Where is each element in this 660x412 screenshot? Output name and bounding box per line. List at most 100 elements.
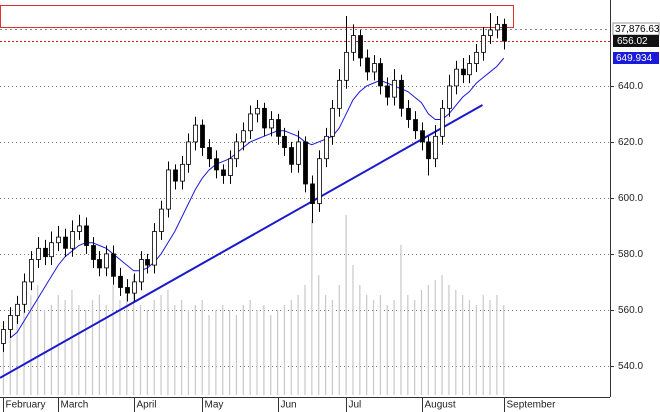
x-tick-label: March	[61, 400, 89, 411]
candle-body	[433, 135, 438, 160]
volume-bar	[414, 300, 416, 395]
candle-body	[70, 231, 75, 249]
candle-body	[77, 225, 82, 232]
volume-bar	[222, 305, 224, 395]
candle-body	[365, 57, 370, 73]
volume-bar	[359, 285, 361, 395]
candle-body	[467, 63, 472, 76]
x-tick-label: May	[205, 400, 224, 411]
volume-bar	[276, 310, 279, 395]
candle-body	[29, 259, 34, 283]
last-price-label: 656.02	[617, 36, 648, 47]
volume-bar	[331, 300, 334, 395]
last-price-box	[613, 35, 659, 47]
candle-body	[481, 35, 486, 53]
candle-body	[15, 303, 20, 316]
candle-body	[84, 225, 89, 246]
volume-bar	[160, 295, 162, 395]
volume-bar	[105, 305, 107, 395]
candle-body	[56, 236, 61, 244]
highlight-box	[0, 5, 514, 28]
volume-bar	[235, 315, 238, 395]
volume-bar	[30, 295, 32, 395]
candle-body	[228, 158, 233, 176]
candle-body	[145, 259, 150, 266]
volume-bar	[393, 300, 395, 395]
ma-box	[613, 52, 659, 64]
volume-bar	[379, 295, 381, 395]
candle-body	[276, 119, 281, 137]
candle-body	[392, 79, 397, 98]
candle-body	[63, 236, 68, 249]
candle-body	[262, 107, 267, 129]
volume-bar	[256, 310, 258, 395]
volume-bar	[462, 295, 464, 395]
candle-body	[310, 183, 315, 204]
candle-body	[406, 107, 411, 120]
volume-bar	[242, 305, 244, 395]
volume-bar	[489, 300, 491, 395]
volume-bar	[366, 295, 368, 395]
candle-body	[461, 68, 466, 76]
volume-bar	[98, 295, 100, 395]
moving-average	[9, 57, 505, 339]
volume-bar	[133, 275, 135, 395]
candle-body	[8, 315, 13, 330]
candle-body	[193, 124, 198, 143]
candle-body	[180, 163, 185, 182]
candle-body	[104, 253, 109, 269]
candle-body	[344, 51, 349, 81]
candle-body	[152, 231, 157, 266]
candle-body	[296, 141, 301, 165]
candle-body	[1, 329, 6, 344]
volume-bar	[434, 280, 436, 395]
candle-body	[440, 107, 445, 137]
candle-body	[91, 245, 96, 260]
candle-body	[330, 107, 335, 137]
candle-body	[413, 119, 418, 132]
ma-label: 649.934	[616, 53, 653, 64]
candle-body	[125, 287, 130, 294]
x-tick-label: August	[425, 400, 456, 411]
x-tick-label: April	[137, 400, 157, 411]
volume-bar	[112, 285, 114, 395]
volume-bar	[126, 295, 128, 395]
volume-bar	[338, 285, 340, 395]
volume-bar	[475, 305, 477, 395]
candle-body	[358, 35, 363, 59]
annotation-label: 37,876.63	[615, 24, 660, 35]
candle-body	[399, 79, 404, 109]
volume-bar	[318, 275, 320, 395]
volume-bar	[187, 310, 190, 395]
candle-body	[132, 281, 137, 294]
candle-body	[118, 275, 123, 288]
volume-bar	[78, 305, 80, 395]
candle-body	[378, 63, 383, 87]
volume-bar	[201, 300, 203, 395]
volume-bar	[345, 215, 347, 395]
volume-bar	[2, 325, 5, 395]
x-tick-label: February	[6, 400, 46, 411]
volume-bar	[270, 315, 272, 395]
volume-bar	[290, 300, 292, 395]
volume-bar	[249, 300, 251, 395]
volume-bar	[23, 300, 25, 395]
trendline	[0, 104, 484, 379]
volume-bar	[420, 290, 423, 395]
volume-bar	[386, 305, 388, 395]
volume-bar	[9, 310, 11, 395]
candle-body	[502, 23, 507, 42]
candle-body	[49, 242, 54, 258]
candle-body	[97, 259, 102, 269]
volume-bar	[297, 295, 299, 395]
candle-body	[159, 208, 164, 232]
volume-bar	[441, 275, 443, 395]
volume-bar	[50, 305, 53, 395]
candle-body	[166, 169, 171, 210]
volume-bar	[119, 300, 121, 395]
y-tick-label: 580.0	[618, 249, 643, 260]
y-tick-label: 620.0	[618, 137, 643, 148]
volume-bar	[311, 220, 313, 395]
volume-bar	[407, 295, 409, 395]
